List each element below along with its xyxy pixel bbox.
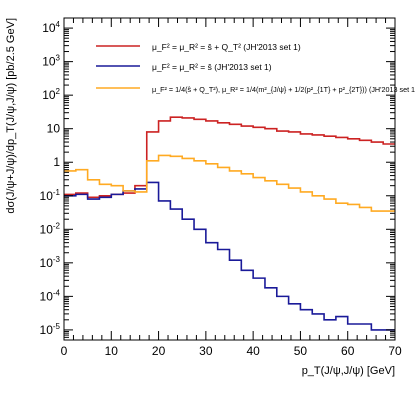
series-line-3 bbox=[64, 154, 395, 212]
plot-frame bbox=[63, 17, 396, 341]
x-tick-label: 0 bbox=[61, 344, 68, 358]
x-tick-label: 20 bbox=[152, 344, 166, 358]
x-axis: 0 10 20 30 40 50 60 70 bbox=[61, 18, 402, 358]
y-tick-label: 103 bbox=[42, 54, 60, 69]
legend-label-series-3: μ_F² = 1/4(ŝ + Q_T²), μ_R² = 1/4(m²_{J/ψ… bbox=[152, 85, 415, 94]
legend: μ_F² = μ_R² = ŝ + Q_T² (JH'2013 set 1) μ… bbox=[96, 42, 415, 94]
series-layer bbox=[64, 116, 395, 331]
series-line-2 bbox=[64, 181, 395, 331]
x-tick-label: 70 bbox=[388, 344, 402, 358]
legend-label-series-2: μ_F² = μ_R² = ŝ (JH'2013 set 1) bbox=[152, 62, 272, 72]
y-tick-label: 1 bbox=[53, 155, 60, 169]
y-tick-label: 10-2 bbox=[40, 221, 61, 236]
x-tick-label: 10 bbox=[105, 344, 119, 358]
x-tick-label: 40 bbox=[246, 344, 260, 358]
x-tick-label: 60 bbox=[341, 344, 355, 358]
legend-label-series-1: μ_F² = μ_R² = ŝ + Q_T² (JH'2013 set 1) bbox=[152, 42, 301, 52]
y-tick-label: 10-1 bbox=[40, 188, 61, 203]
y-axis: 10-5 10-4 10-3 10-2 10-1 1 10 102 103 104 bbox=[40, 17, 395, 338]
y-tick-label: 102 bbox=[42, 87, 60, 102]
x-tick-label: 50 bbox=[294, 344, 308, 358]
y-tick-label: 10 bbox=[47, 122, 61, 136]
y-tick-label: 10-4 bbox=[40, 288, 61, 303]
y-tick-label: 104 bbox=[42, 20, 60, 35]
x-axis-title: p_T(J/ψ,J/ψ) [GeV] bbox=[302, 365, 395, 377]
x-tick-label: 30 bbox=[199, 344, 213, 358]
y-tick-label: 10-3 bbox=[40, 255, 61, 270]
y-tick-label: 10-5 bbox=[40, 322, 61, 337]
y-axis-title: dσ(J/ψ+J/ψ)/dp_T(J/ψ,J/ψ) [pb/2.5 GeV] bbox=[5, 18, 17, 214]
